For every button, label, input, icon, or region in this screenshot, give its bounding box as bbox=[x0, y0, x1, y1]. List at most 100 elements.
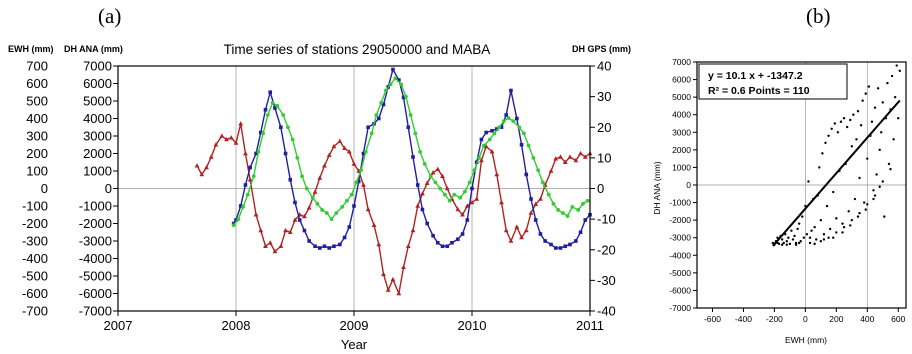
ana-point bbox=[445, 244, 450, 249]
ana-point bbox=[288, 177, 293, 182]
scatter-point bbox=[808, 241, 812, 245]
scatter-point bbox=[788, 242, 792, 246]
scatter-point bbox=[804, 204, 807, 208]
gps-point bbox=[472, 168, 477, 173]
ewh-point bbox=[573, 157, 579, 163]
ana-point bbox=[484, 130, 488, 135]
ana-point bbox=[381, 102, 386, 107]
ewh-point bbox=[376, 241, 382, 247]
y-tick-label: 7000 bbox=[672, 57, 691, 67]
scatter-point bbox=[799, 240, 802, 243]
ana-point bbox=[450, 240, 454, 245]
ana-point bbox=[499, 125, 504, 130]
ewh-point bbox=[272, 248, 278, 254]
ewh-point bbox=[224, 136, 229, 142]
gps-point bbox=[428, 174, 433, 179]
gps-point bbox=[310, 195, 315, 200]
ana-point bbox=[578, 230, 583, 235]
ewh-tick-label: 0 bbox=[41, 181, 48, 196]
ewh-point bbox=[238, 121, 244, 126]
ewh-series-line bbox=[196, 123, 591, 296]
scatter-point bbox=[807, 180, 810, 183]
scatter-point bbox=[813, 242, 816, 246]
ana-point bbox=[543, 239, 547, 243]
scatter-point bbox=[880, 131, 883, 134]
ana-tick-label: -3000 bbox=[79, 234, 112, 249]
gps-point bbox=[315, 201, 320, 206]
gps-point bbox=[256, 149, 261, 154]
scatter-point bbox=[776, 236, 779, 239]
scatter-point bbox=[852, 113, 855, 116]
ewh-point bbox=[410, 227, 416, 233]
scatter-point bbox=[889, 167, 892, 171]
scatter-point bbox=[875, 173, 878, 176]
ewh-point bbox=[479, 157, 484, 163]
ana-point bbox=[356, 179, 361, 184]
gps-point bbox=[320, 208, 325, 212]
ana-point bbox=[243, 183, 248, 187]
ewh-point bbox=[351, 161, 357, 166]
gps-point bbox=[349, 192, 354, 197]
ewh-tick-label: 600 bbox=[26, 76, 48, 91]
ana-point bbox=[391, 67, 395, 72]
y-tick-label: -6000 bbox=[669, 285, 691, 295]
y-tick-label: 5000 bbox=[672, 92, 691, 102]
gps-point bbox=[458, 195, 463, 200]
scatter-point bbox=[884, 117, 888, 120]
y-tick-label: -5000 bbox=[669, 268, 691, 278]
ana-point bbox=[411, 155, 415, 159]
ana-tick-label: 6000 bbox=[83, 76, 112, 91]
ana-point bbox=[440, 244, 445, 249]
tick-labels: -600 -400 -200 0 200 400 600700060005000400030… bbox=[669, 57, 905, 324]
scatter-point bbox=[827, 134, 830, 137]
ana-point bbox=[420, 207, 425, 212]
ana-point bbox=[234, 218, 238, 222]
ewh-point bbox=[390, 276, 396, 282]
ewh-point bbox=[228, 135, 234, 140]
ewh-point bbox=[331, 143, 337, 149]
y-tick-label: -3000 bbox=[669, 233, 691, 243]
annotation-frame bbox=[698, 63, 848, 100]
x-tick-label: 600 bbox=[891, 314, 905, 324]
scatter-point bbox=[793, 234, 796, 238]
ewh-point bbox=[204, 164, 209, 170]
ewh-point bbox=[460, 212, 465, 217]
scatter-point bbox=[898, 69, 902, 72]
scatter-point bbox=[897, 117, 900, 120]
scatter-point bbox=[883, 215, 886, 218]
gps-point bbox=[290, 137, 295, 142]
ana-point bbox=[342, 235, 347, 240]
scatter-point bbox=[864, 208, 867, 211]
gps-point bbox=[265, 113, 270, 117]
scatter-point bbox=[866, 203, 869, 206]
gps-point bbox=[245, 192, 250, 197]
gps-point bbox=[393, 76, 398, 81]
gps-point bbox=[374, 113, 379, 117]
gps-point bbox=[447, 198, 452, 203]
ana-point bbox=[568, 242, 572, 247]
ana-point bbox=[401, 95, 406, 100]
gps-point bbox=[363, 149, 368, 154]
gps-point bbox=[300, 174, 304, 179]
scatter-point bbox=[844, 162, 847, 166]
scatter-point bbox=[785, 240, 788, 243]
ewh-point bbox=[365, 206, 371, 212]
scatter-point bbox=[889, 108, 892, 111]
ana-point bbox=[263, 107, 268, 112]
ewh-point bbox=[208, 154, 214, 159]
scatter-point bbox=[801, 215, 804, 218]
ana-point bbox=[293, 200, 297, 205]
ewh-tick-label: 300 bbox=[26, 129, 48, 144]
scatter-point bbox=[861, 99, 864, 102]
scatter-point bbox=[830, 127, 833, 130]
y-tick-label: 4000 bbox=[672, 110, 691, 120]
ana-point bbox=[558, 246, 563, 250]
ewh-point bbox=[253, 212, 259, 217]
gps-tick-label: -10 bbox=[597, 212, 616, 227]
gps-point bbox=[304, 186, 309, 191]
ewh-point bbox=[415, 203, 421, 208]
gps-point bbox=[556, 208, 561, 212]
ana-tick-label: 0 bbox=[105, 181, 112, 196]
ewh-point bbox=[312, 189, 318, 194]
gps-point bbox=[522, 131, 526, 136]
